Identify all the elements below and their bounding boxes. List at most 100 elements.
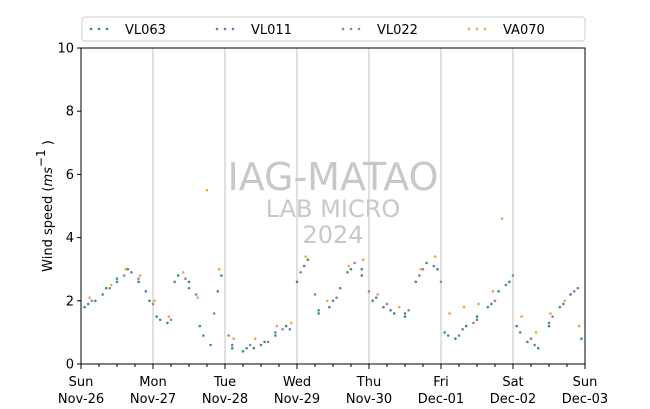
data-point bbox=[101, 293, 104, 296]
vertical-gridlines bbox=[152, 48, 514, 364]
x-tick-weekday: Sat bbox=[502, 375, 523, 390]
x-tick-date: Nov-28 bbox=[202, 392, 248, 407]
data-point bbox=[454, 337, 457, 341]
x-tick-date: Dec-03 bbox=[562, 392, 608, 407]
data-point bbox=[194, 293, 198, 296]
legend-marker bbox=[483, 27, 487, 31]
data-point bbox=[108, 286, 112, 290]
data-point bbox=[155, 315, 158, 318]
legend-marker bbox=[223, 27, 227, 31]
x-tick-weekday: Wed bbox=[283, 375, 311, 390]
data-point bbox=[289, 321, 293, 325]
data-point bbox=[151, 302, 155, 306]
data-point bbox=[577, 324, 581, 328]
data-point bbox=[144, 290, 148, 293]
data-point bbox=[115, 277, 119, 280]
series-VL063 bbox=[83, 258, 583, 353]
data-point bbox=[497, 290, 500, 293]
watermark-line3: 2024 bbox=[302, 221, 363, 249]
legend-marker bbox=[341, 27, 345, 31]
data-point bbox=[439, 280, 443, 284]
data-point bbox=[198, 324, 202, 328]
data-point bbox=[462, 305, 466, 309]
data-point bbox=[281, 327, 284, 331]
data-point bbox=[475, 318, 479, 322]
data-point bbox=[472, 321, 475, 325]
data-point bbox=[173, 280, 176, 284]
y-axis-label-unit: ms bbox=[41, 167, 56, 187]
data-point bbox=[232, 337, 235, 341]
legend-label: VA070 bbox=[503, 23, 545, 38]
data-point bbox=[153, 299, 156, 303]
data-point bbox=[122, 274, 126, 277]
data-point bbox=[493, 299, 497, 303]
data-point bbox=[360, 267, 364, 271]
data-point bbox=[353, 261, 356, 265]
data-point bbox=[138, 274, 142, 277]
data-point bbox=[403, 315, 407, 318]
data-point bbox=[275, 324, 279, 328]
data-point bbox=[407, 308, 410, 312]
data-point bbox=[304, 255, 307, 258]
data-point bbox=[274, 334, 277, 337]
data-point bbox=[217, 267, 221, 271]
legend-marker bbox=[231, 27, 235, 31]
data-point bbox=[176, 274, 180, 277]
data-point bbox=[230, 346, 234, 350]
data-point bbox=[266, 340, 270, 344]
data-point bbox=[443, 331, 446, 334]
x-tick-weekday: Sun bbox=[69, 375, 94, 390]
legend-item-VL063: VL063 bbox=[89, 23, 166, 38]
data-point bbox=[126, 267, 130, 271]
data-point bbox=[457, 334, 461, 337]
data-point bbox=[376, 293, 379, 296]
legend-label: VL063 bbox=[125, 23, 166, 38]
x-tick-date: Dec-01 bbox=[418, 392, 464, 407]
data-point bbox=[137, 277, 140, 280]
y-tick-label: 10 bbox=[57, 42, 74, 57]
data-point bbox=[259, 343, 263, 347]
data-point bbox=[196, 296, 199, 299]
x-tick-date: Nov-30 bbox=[346, 392, 392, 407]
data-point bbox=[169, 318, 173, 322]
data-point bbox=[397, 305, 401, 309]
data-point bbox=[371, 299, 374, 303]
x-tick-date: Nov-27 bbox=[130, 392, 176, 407]
data-point bbox=[274, 331, 277, 334]
data-point bbox=[317, 312, 320, 315]
data-point bbox=[515, 324, 518, 328]
data-point bbox=[504, 283, 508, 287]
data-point bbox=[547, 321, 551, 325]
series-VL022 bbox=[90, 261, 576, 347]
legend-box bbox=[81, 16, 586, 42]
legend-label: VL022 bbox=[377, 23, 418, 38]
x-tick-weekday: Thu bbox=[356, 375, 381, 390]
y-tick-label: 8 bbox=[66, 105, 74, 120]
data-point bbox=[158, 318, 162, 322]
legend-item-VL011: VL011 bbox=[215, 23, 292, 38]
data-point bbox=[421, 267, 425, 271]
data-point bbox=[536, 346, 540, 350]
data-point bbox=[367, 290, 371, 293]
data-point bbox=[500, 217, 504, 220]
data-point bbox=[212, 312, 216, 315]
data-point bbox=[209, 343, 212, 347]
data-point bbox=[220, 274, 223, 277]
data-point bbox=[511, 274, 515, 277]
y-tick-label: 4 bbox=[66, 231, 74, 246]
data-point bbox=[558, 305, 562, 309]
data-point bbox=[83, 305, 86, 309]
y-axis-label-suffix: ) bbox=[41, 140, 56, 149]
x-tick-date: Nov-29 bbox=[274, 392, 320, 407]
data-point bbox=[335, 296, 338, 299]
data-point bbox=[187, 280, 191, 284]
data-point bbox=[137, 280, 140, 284]
data-point bbox=[533, 343, 536, 347]
data-point bbox=[529, 337, 533, 341]
data-point bbox=[288, 327, 292, 331]
legend-marker bbox=[105, 27, 109, 31]
data-point bbox=[448, 312, 451, 315]
data-point bbox=[167, 315, 171, 318]
data-point bbox=[549, 312, 552, 315]
